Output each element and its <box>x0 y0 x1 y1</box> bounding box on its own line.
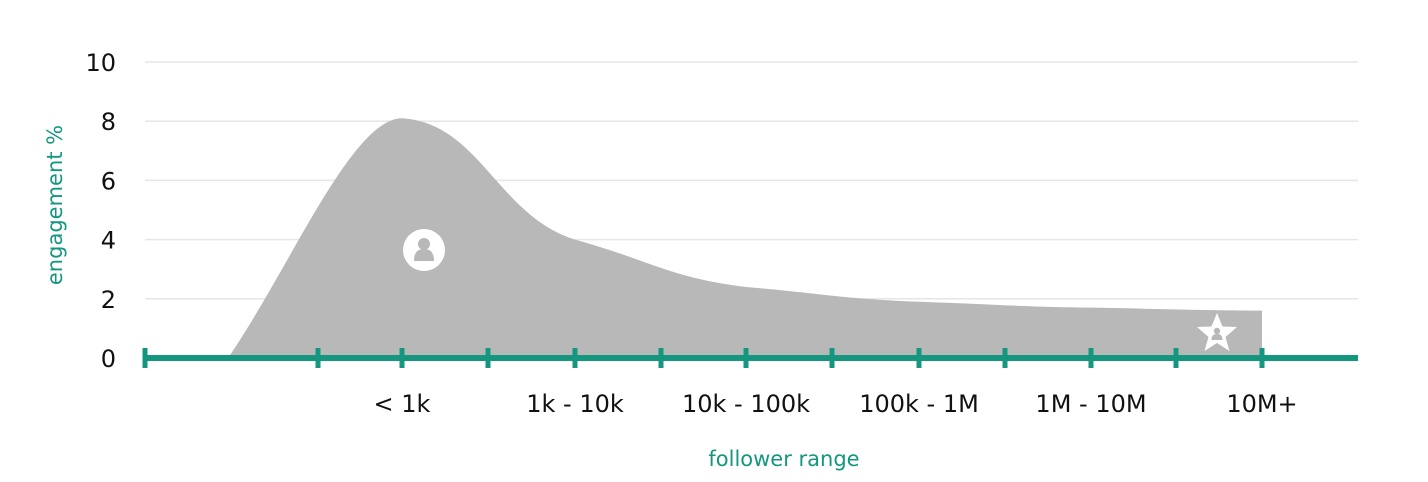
x-category-label: 10k - 100k <box>682 390 810 418</box>
x-category-label: 1k - 10k <box>526 390 624 418</box>
x-category-label: 1M - 10M <box>1035 390 1146 418</box>
x-category-label: 10M+ <box>1226 390 1297 418</box>
x-axis-ticks <box>142 348 1265 368</box>
y-tick-label: 8 <box>101 108 116 136</box>
engagement-area <box>228 118 1262 359</box>
y-tick-label: 2 <box>101 286 116 314</box>
y-tick-label: 4 <box>101 227 116 255</box>
y-tick-label: 10 <box>85 49 116 77</box>
y-axis-title: engagement % <box>43 125 67 285</box>
y-tick-label: 6 <box>101 167 116 195</box>
x-category-label: < 1k <box>374 390 431 418</box>
y-tick-label: 0 <box>101 345 116 373</box>
x-axis-title: follower range <box>708 447 859 471</box>
x-category-labels: < 1k 1k - 10k 10k - 100k 100k - 1M 1M - 10M 1… <box>374 390 1298 418</box>
star-person-icon <box>1197 313 1237 351</box>
y-tick-labels: 0 2 4 6 8 10 <box>85 49 116 373</box>
x-category-label: 100k - 1M <box>859 390 979 418</box>
person-icon <box>403 229 445 271</box>
